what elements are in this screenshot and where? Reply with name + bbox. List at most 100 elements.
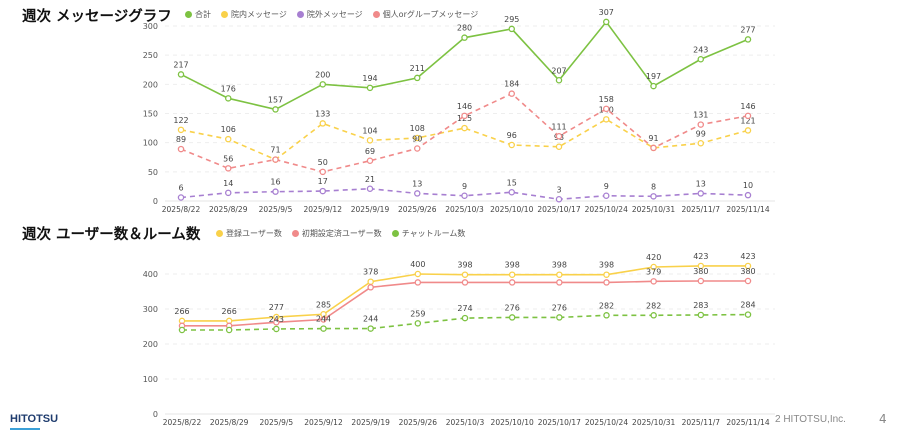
data-label: 243 <box>269 315 284 324</box>
data-label: 282 <box>646 301 661 310</box>
data-point <box>272 106 279 113</box>
data-point <box>413 190 421 197</box>
data-label: 423 <box>740 252 755 261</box>
data-label: 99 <box>696 129 706 138</box>
data-label: 398 <box>599 261 614 270</box>
data-label: 71 <box>270 146 280 155</box>
data-label: 17 <box>318 177 328 186</box>
chart2-title: 週次 ユーザー数＆ルーム数 <box>22 227 201 243</box>
data-point <box>603 116 610 123</box>
data-label: 211 <box>410 64 425 73</box>
y-tick-label: 400 <box>143 270 158 279</box>
data-point <box>744 112 752 120</box>
data-label: 244 <box>363 315 378 324</box>
data-point <box>603 18 610 26</box>
data-label: 9 <box>604 182 609 191</box>
data-point <box>224 95 232 102</box>
data-point <box>319 187 326 195</box>
data-point <box>603 105 610 113</box>
data-label: 276 <box>505 303 520 312</box>
data-point <box>224 165 232 172</box>
x-tick-label: 2025/10/3 <box>445 205 484 214</box>
data-point <box>697 121 705 128</box>
data-label: 131 <box>693 111 708 120</box>
data-point <box>414 320 422 327</box>
legend-item: 登録ユーザー数 <box>216 228 282 239</box>
data-point <box>367 284 374 291</box>
data-label: 380 <box>740 267 755 276</box>
x-tick-label: 2025/9/19 <box>351 418 390 427</box>
data-point <box>177 126 185 134</box>
data-label: 108 <box>410 124 425 133</box>
data-point <box>461 34 468 41</box>
y-tick-label: 250 <box>143 51 158 60</box>
data-point <box>650 193 657 200</box>
data-label: 89 <box>176 135 186 144</box>
data-label: 277 <box>740 25 755 34</box>
data-label: 276 <box>552 303 567 312</box>
data-label: 266 <box>174 307 189 316</box>
data-label: 378 <box>363 268 378 277</box>
chart2-legend: 登録ユーザー数 初期設定済ユーザー数 チャットルーム数 <box>216 228 465 239</box>
data-point <box>319 81 326 88</box>
legend-swatch <box>185 11 192 18</box>
data-point <box>272 156 279 163</box>
data-label: 398 <box>457 261 472 270</box>
data-point <box>555 143 563 150</box>
data-point <box>367 278 374 285</box>
data-point <box>556 271 563 278</box>
data-point <box>178 326 186 334</box>
data-label: 398 <box>552 261 567 270</box>
x-tick-label: 2025/8/29 <box>210 418 249 427</box>
y-tick-label: 200 <box>143 80 158 89</box>
data-point <box>744 262 752 270</box>
x-tick-label: 2025/9/19 <box>351 205 390 214</box>
logo-underline <box>10 428 40 430</box>
y-tick-label: 0 <box>153 410 158 419</box>
data-label: 50 <box>318 158 328 167</box>
x-tick-label: 2025/11/14 <box>726 205 769 214</box>
x-tick-label: 2025/10/31 <box>632 205 675 214</box>
legend-label: 個人orグループメッセージ <box>382 10 479 19</box>
data-point <box>461 279 469 286</box>
data-point <box>272 188 279 195</box>
data-label: 380 <box>693 267 708 276</box>
data-point <box>177 71 185 78</box>
data-label: 146 <box>457 102 472 111</box>
x-tick-label: 2025/11/7 <box>682 205 721 214</box>
y-tick-label: 150 <box>143 110 158 119</box>
data-label: 21 <box>365 175 375 184</box>
data-point <box>177 194 185 201</box>
data-point <box>744 277 752 285</box>
data-label: 106 <box>221 125 236 134</box>
data-label: 9 <box>462 182 467 191</box>
y-tick-label: 0 <box>153 197 158 206</box>
data-label: 122 <box>173 116 188 125</box>
page-number: 4 <box>879 412 887 426</box>
legend-label: 登録ユーザー数 <box>226 229 282 238</box>
data-point <box>508 271 516 278</box>
x-tick-label: 2025/9/12 <box>304 418 343 427</box>
x-tick-label: 2025/10/3 <box>446 418 485 427</box>
data-label: 277 <box>269 303 284 312</box>
data-point <box>366 137 374 144</box>
data-label: 6 <box>178 184 183 193</box>
data-point <box>273 325 280 333</box>
x-tick-label: 2025/10/31 <box>632 418 675 427</box>
data-point <box>744 127 752 134</box>
data-label: 13 <box>412 179 422 188</box>
data-point <box>366 84 374 92</box>
data-label: 146 <box>740 102 755 111</box>
data-point <box>744 36 752 43</box>
data-point <box>697 190 705 197</box>
data-point <box>650 278 657 285</box>
data-label: 111 <box>551 122 566 131</box>
legend-swatch <box>296 11 304 18</box>
legend-swatch <box>221 11 228 18</box>
data-point <box>650 144 657 152</box>
data-point <box>555 195 563 203</box>
data-label: 243 <box>693 45 708 54</box>
y-tick-label: 300 <box>143 305 158 314</box>
data-point <box>413 74 421 82</box>
data-label: 90 <box>412 135 422 144</box>
